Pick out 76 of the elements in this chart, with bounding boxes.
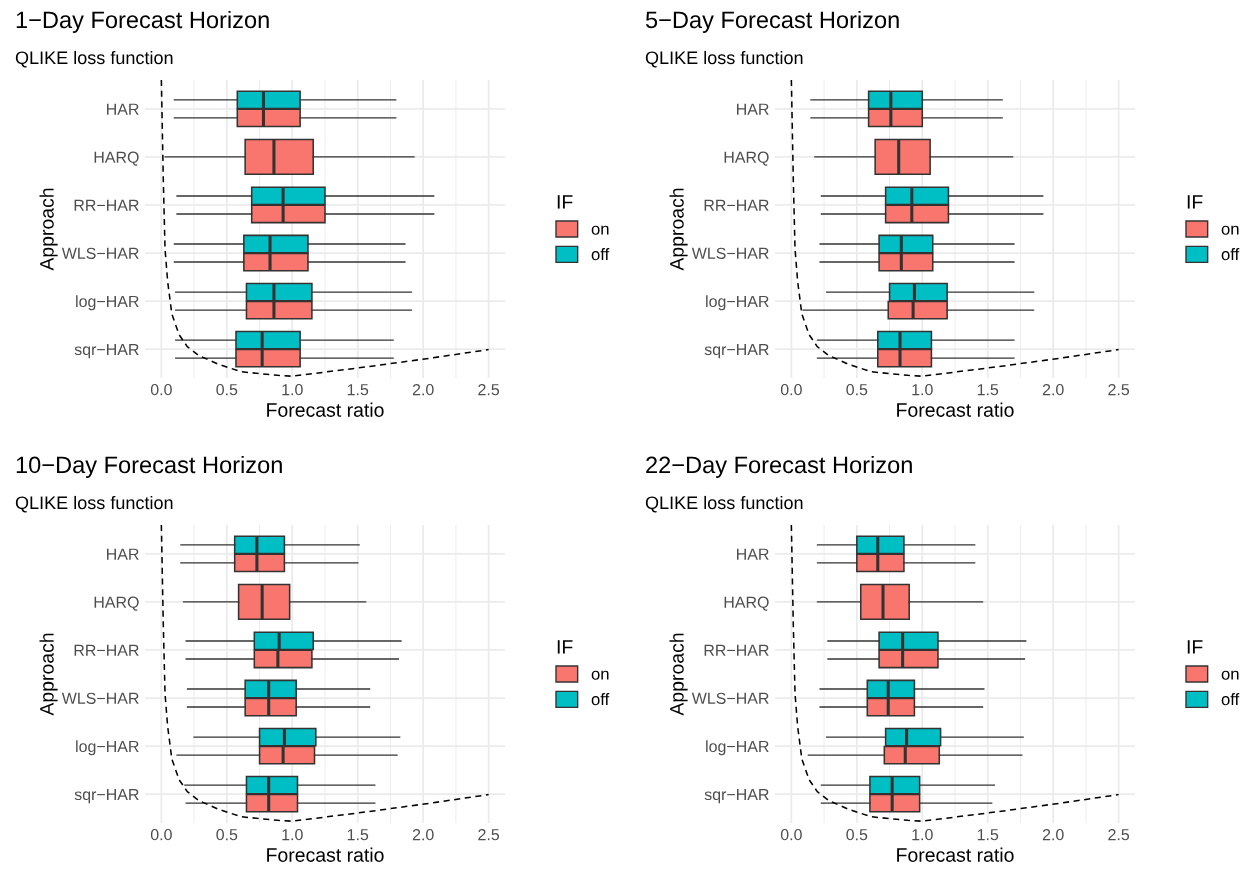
x-tick-label: 0.0 bbox=[780, 383, 802, 396]
x-tick-label: 0.5 bbox=[216, 828, 238, 841]
legend-label: off bbox=[1221, 248, 1240, 261]
y-tick-label: HAR bbox=[737, 103, 769, 115]
y-tick-label: HARQ bbox=[94, 151, 139, 166]
x-tick-label: 1.0 bbox=[912, 828, 933, 841]
y-tick-label: HAR bbox=[737, 548, 769, 560]
y-tick-label: sqr−HAR bbox=[74, 343, 139, 359]
legend-label: off bbox=[1221, 693, 1240, 706]
legend-label: off bbox=[591, 248, 610, 261]
chart-title: 1−Day Forecast Horizon bbox=[16, 10, 269, 33]
x-tick-label: 1.0 bbox=[912, 383, 933, 396]
chart-subtitle: QLIKE loss function bbox=[645, 50, 803, 68]
y-tick-label: HARQ bbox=[724, 151, 769, 166]
x-tick-label: 0.5 bbox=[216, 383, 238, 396]
y-tick-label: log−HAR bbox=[706, 740, 769, 756]
y-tick-label: WLS−HAR bbox=[691, 247, 769, 259]
y-tick-label: sqr−HAR bbox=[74, 788, 139, 804]
chart-subtitle: QLIKE loss function bbox=[645, 495, 803, 513]
x-tick-label: 2.5 bbox=[1108, 383, 1130, 396]
y-tick-label: HARQ bbox=[94, 596, 139, 611]
y-tick-label: HAR bbox=[107, 548, 139, 560]
y-tick-label: RR−HAR bbox=[704, 199, 769, 211]
legend-title: IF bbox=[557, 195, 573, 209]
x-tick-label: 2.0 bbox=[412, 828, 434, 841]
chart-subtitle: QLIKE loss function bbox=[15, 50, 173, 68]
x-tick-label: 0.0 bbox=[150, 828, 172, 841]
y-tick-label: sqr−HAR bbox=[704, 343, 769, 359]
y-tick-label: RR−HAR bbox=[74, 199, 139, 211]
y-tick-label: RR−HAR bbox=[74, 644, 139, 656]
x-tick-label: 2.0 bbox=[1042, 383, 1064, 396]
legend-label: on bbox=[591, 225, 609, 235]
y-tick-label: log−HAR bbox=[706, 295, 769, 311]
x-tick-label: 1.5 bbox=[347, 384, 369, 396]
x-tick-label: 1.5 bbox=[347, 829, 369, 841]
y-tick-label: log−HAR bbox=[76, 295, 139, 311]
y-tick-label: HAR bbox=[107, 103, 139, 115]
y-tick-label: WLS−HAR bbox=[61, 692, 139, 704]
x-axis-title: Forecast ratio bbox=[897, 402, 1014, 417]
chart-title: 22−Day Forecast Horizon bbox=[646, 455, 912, 478]
y-tick-label: sqr−HAR bbox=[704, 788, 769, 804]
x-tick-label: 0.0 bbox=[150, 383, 172, 396]
legend-label: on bbox=[591, 670, 609, 680]
x-tick-label: 1.0 bbox=[282, 828, 303, 841]
x-tick-label: 1.0 bbox=[282, 383, 303, 396]
x-axis-title: Forecast ratio bbox=[267, 402, 384, 417]
y-tick-label: RR−HAR bbox=[704, 644, 769, 656]
legend-label: on bbox=[1221, 225, 1239, 235]
legend-title: IF bbox=[557, 640, 573, 654]
x-tick-label: 2.5 bbox=[478, 828, 500, 841]
y-tick-label: log−HAR bbox=[76, 740, 139, 756]
legend-label: off bbox=[591, 693, 610, 706]
x-tick-label: 2.0 bbox=[1042, 828, 1064, 841]
legend-label: on bbox=[1221, 670, 1239, 680]
x-tick-label: 2.0 bbox=[412, 383, 434, 396]
x-tick-label: 0.5 bbox=[846, 828, 868, 841]
y-tick-label: WLS−HAR bbox=[61, 247, 139, 259]
x-tick-label: 2.5 bbox=[1108, 828, 1130, 841]
y-axis-title: Approach bbox=[669, 633, 688, 716]
x-axis-title: Forecast ratio bbox=[897, 847, 1014, 862]
y-tick-label: WLS−HAR bbox=[691, 692, 769, 704]
chart-title: 10−Day Forecast Horizon bbox=[16, 455, 282, 478]
chart-title: 5−Day Forecast Horizon bbox=[645, 10, 899, 33]
legend-title: IF bbox=[1187, 640, 1203, 654]
y-axis-title: Approach bbox=[669, 188, 688, 271]
y-axis-title: Approach bbox=[39, 633, 58, 716]
y-axis-title: Approach bbox=[39, 188, 58, 271]
x-tick-label: 1.5 bbox=[977, 829, 999, 841]
chart-subtitle: QLIKE loss function bbox=[15, 495, 173, 513]
x-tick-label: 0.5 bbox=[846, 383, 868, 396]
x-tick-label: 1.5 bbox=[977, 384, 999, 396]
y-tick-label: HARQ bbox=[724, 596, 769, 611]
x-axis-title: Forecast ratio bbox=[267, 847, 384, 862]
x-tick-label: 0.0 bbox=[780, 828, 802, 841]
x-tick-label: 2.5 bbox=[478, 383, 500, 396]
legend-title: IF bbox=[1187, 195, 1203, 209]
